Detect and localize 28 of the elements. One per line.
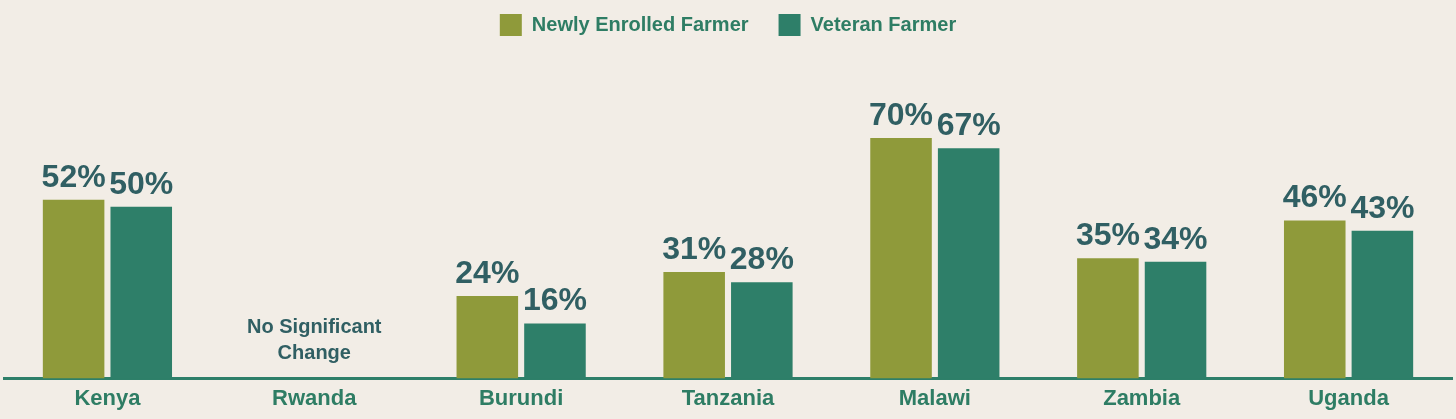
bar <box>870 138 932 379</box>
data-label: 35% <box>1075 216 1140 253</box>
bar <box>663 272 725 379</box>
data-label: 24% <box>455 253 520 290</box>
data-label: 34% <box>1143 219 1208 256</box>
x-tick-label: Burundi <box>478 384 564 410</box>
x-tick-label: Rwanda <box>272 384 358 410</box>
data-label: 46% <box>1282 178 1347 215</box>
legend-label: Veteran Farmer <box>810 12 957 35</box>
data-label: 52% <box>41 157 106 194</box>
bar <box>1283 220 1346 379</box>
legend-label: Newly Enrolled Farmer <box>531 12 749 35</box>
data-label: 43% <box>1350 188 1415 225</box>
x-tick-label: Malawi <box>898 384 971 410</box>
bar <box>456 296 519 379</box>
bar <box>42 199 105 379</box>
x-tick-label: Uganda <box>1308 384 1390 410</box>
annotation: No Significant Change <box>247 314 382 363</box>
data-label: 28% <box>729 240 794 277</box>
data-label: 50% <box>109 164 174 201</box>
bar <box>1077 258 1139 379</box>
data-label: 16% <box>522 281 587 318</box>
x-tick-label: Kenya <box>74 384 142 410</box>
data-label: 67% <box>936 106 1001 143</box>
data-label: 70% <box>869 95 934 132</box>
x-tick-label: Tanzania <box>681 384 776 410</box>
data-label: 31% <box>662 229 727 266</box>
x-tick-label: Zambia <box>1103 384 1181 410</box>
